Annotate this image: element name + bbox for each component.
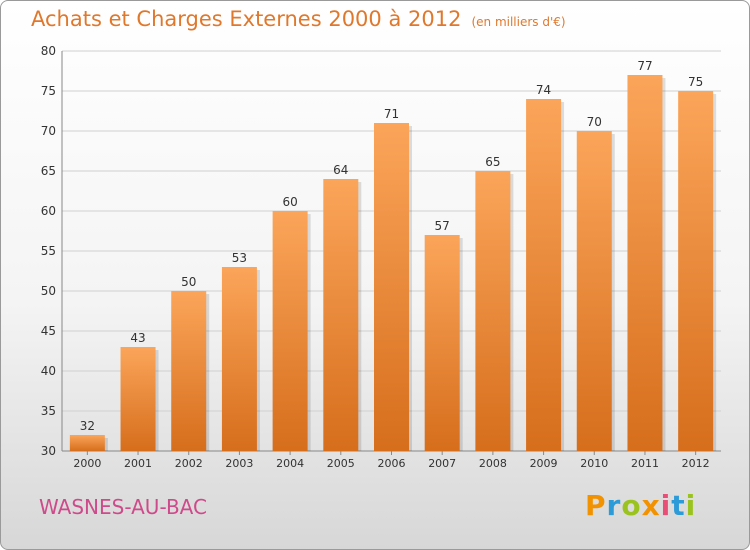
data-label: 74 (536, 83, 551, 97)
bar (424, 235, 460, 451)
unit-text: (en milliers d'€) (471, 15, 566, 29)
bar (272, 211, 308, 451)
x-tick-label: 2008 (479, 457, 507, 470)
data-label: 60 (282, 195, 297, 209)
bar (576, 131, 612, 451)
logo-letter: t (671, 489, 686, 522)
x-tick-label: 2007 (428, 457, 456, 470)
logo-letter: o (621, 489, 642, 522)
y-tick-label: 30 (41, 444, 56, 458)
y-tick-label: 40 (41, 364, 56, 378)
x-tick-label: 2012 (682, 457, 710, 470)
x-tick-label: 2003 (225, 457, 253, 470)
bar (627, 75, 663, 451)
data-label: 70 (587, 115, 602, 129)
bar (171, 291, 207, 451)
x-tick-label: 2006 (378, 457, 406, 470)
bar (374, 123, 409, 451)
chart-title: Achats et Charges Externes 2000 à 2012 (e… (31, 7, 566, 31)
bar (69, 435, 105, 451)
y-tick-label: 45 (41, 324, 56, 338)
data-label: 77 (637, 59, 652, 73)
y-tick-label: 35 (41, 404, 56, 418)
data-label: 65 (485, 155, 500, 169)
logo-letter: i (660, 489, 672, 522)
proxiti-logo: Proxiti (585, 489, 696, 522)
logo-letter: P (585, 489, 607, 522)
bar (120, 347, 156, 451)
y-tick-label: 55 (41, 244, 56, 258)
data-label: 50 (181, 275, 196, 289)
title-text: Achats et Charges Externes 2000 à 2012 (31, 7, 462, 31)
x-tick-label: 2005 (327, 457, 355, 470)
x-tick-label: 2011 (631, 457, 659, 470)
x-tick-label: 2002 (175, 457, 203, 470)
y-tick-label: 75 (41, 84, 56, 98)
logo-letter: x (641, 489, 661, 522)
y-tick-label: 80 (41, 44, 56, 58)
bar (526, 99, 562, 451)
y-tick-label: 50 (41, 284, 56, 298)
data-label: 32 (80, 419, 95, 433)
data-label: 53 (232, 251, 247, 265)
x-tick-label: 2009 (530, 457, 558, 470)
bar (323, 179, 359, 451)
x-tick-label: 2001 (124, 457, 152, 470)
data-label: 43 (130, 331, 145, 345)
data-label: 64 (333, 163, 348, 177)
logo-letter: r (606, 489, 622, 522)
data-label: 75 (688, 75, 703, 89)
bar (678, 91, 714, 451)
logo-letter: i (685, 489, 697, 522)
y-tick-label: 70 (41, 124, 56, 138)
bar (475, 171, 511, 451)
x-tick-label: 2010 (580, 457, 608, 470)
y-tick-label: 65 (41, 164, 56, 178)
x-tick-label: 2004 (276, 457, 304, 470)
x-tick-label: 2000 (73, 457, 101, 470)
city-name: WASNES-AU-BAC (39, 495, 207, 519)
bar (221, 267, 257, 451)
data-label: 71 (384, 107, 399, 121)
y-tick-label: 60 (41, 204, 56, 218)
data-label: 57 (435, 219, 450, 233)
